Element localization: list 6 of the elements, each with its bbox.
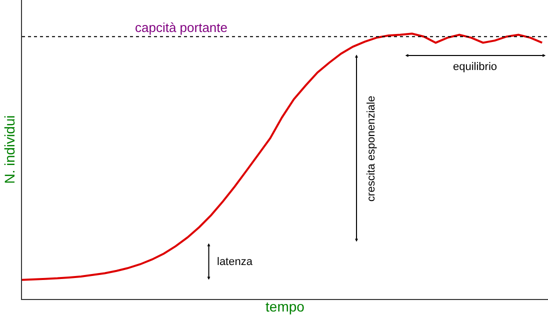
annotation: equilibrio (453, 61, 498, 73)
y-axis-title: N. individui (2, 115, 18, 184)
annotation: latenza (217, 256, 254, 268)
x-axis-title: tempo (266, 298, 305, 314)
annotation: crescita esponenziale (366, 96, 378, 202)
ref-line-label: capcità portante (135, 20, 228, 35)
